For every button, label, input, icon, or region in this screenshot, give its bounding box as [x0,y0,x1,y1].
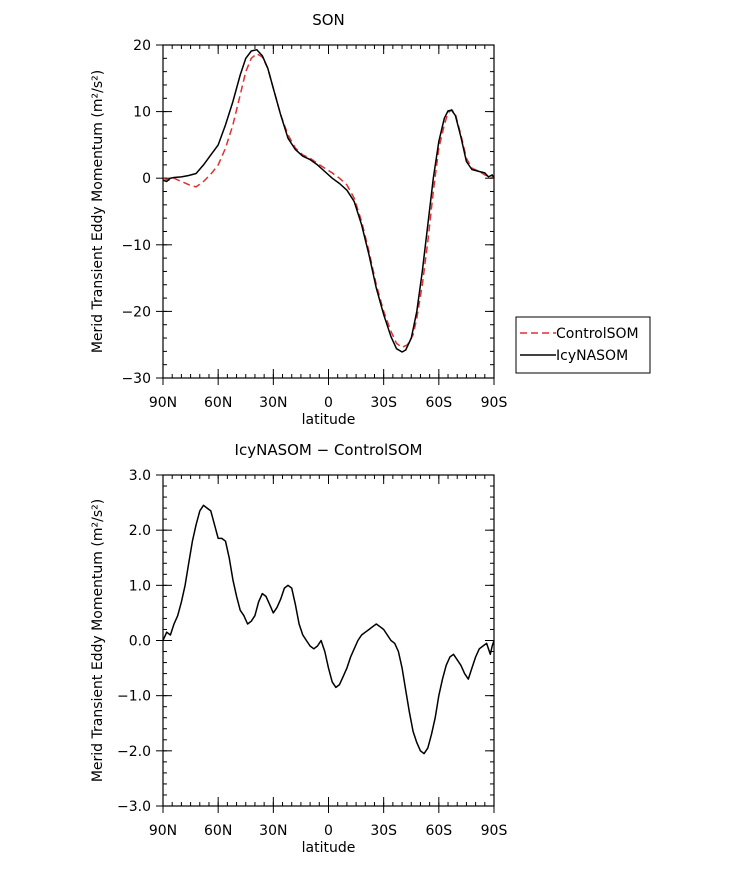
y-tick-label: 0 [142,171,151,187]
series-line [162,52,495,349]
y-tick-label: −3.0 [117,799,151,815]
x-tick-label: 90S [481,823,508,839]
legend-label: ControlSOM [556,326,639,342]
series-line [162,48,495,353]
x-tick-label: 90S [481,395,508,411]
y-tick-label: 2.0 [129,523,151,539]
plot-frame [162,44,495,379]
x-tick-label: 90N [149,395,177,411]
y-tick-label: −10 [121,238,151,254]
chart-title: SON [312,11,345,29]
x-tick-label: 60N [204,395,232,411]
chart-bottom: IcyNASOM − ControlSOM 90N 60N 30N 0 30S 60S 90S… [90,441,507,856]
legend-label: IcyNASOM [556,348,628,364]
y-tick-label: 1.0 [129,578,151,594]
legend-box [515,316,651,374]
plot-frame [162,474,495,807]
x-tick-label: 90N [149,823,177,839]
y-tick-label: 20 [133,38,151,54]
x-tick-label: 60S [425,395,452,411]
chart-title: IcyNASOM − ControlSOM [235,441,423,459]
x-tick-label: 0 [324,823,333,839]
y-tick-label: 10 [133,105,151,121]
x-tick-label: 60N [204,823,232,839]
x-tick-label: 60S [425,823,452,839]
series-line [162,504,495,755]
y-tick-label: −20 [121,304,151,320]
y-tick-label: 0.0 [129,634,151,650]
x-tick-label: 30N [259,395,287,411]
y-axis-label: Merid Transient Eddy Momentum (m²/s²) [90,70,106,353]
y-tick-label: −2.0 [117,744,151,760]
y-tick-label: −1.0 [117,689,151,705]
y-axis-label: Merid Transient Eddy Momentum (m²/s²) [90,499,106,782]
x-tick-label: 0 [324,395,333,411]
x-tick-label: 30S [370,823,397,839]
x-tick-label: 30N [259,823,287,839]
y-tick-label: 3.0 [129,468,151,484]
y-tick-label: −30 [121,371,151,387]
x-tick-label: 30S [370,395,397,411]
x-axis-label: latitude [302,412,356,428]
chart-top: SON 90N 60N 30N 0 30S 60S 90S 20 10 0 −10 −20 −30 lati… [90,11,651,428]
x-axis-label: latitude [302,840,356,856]
